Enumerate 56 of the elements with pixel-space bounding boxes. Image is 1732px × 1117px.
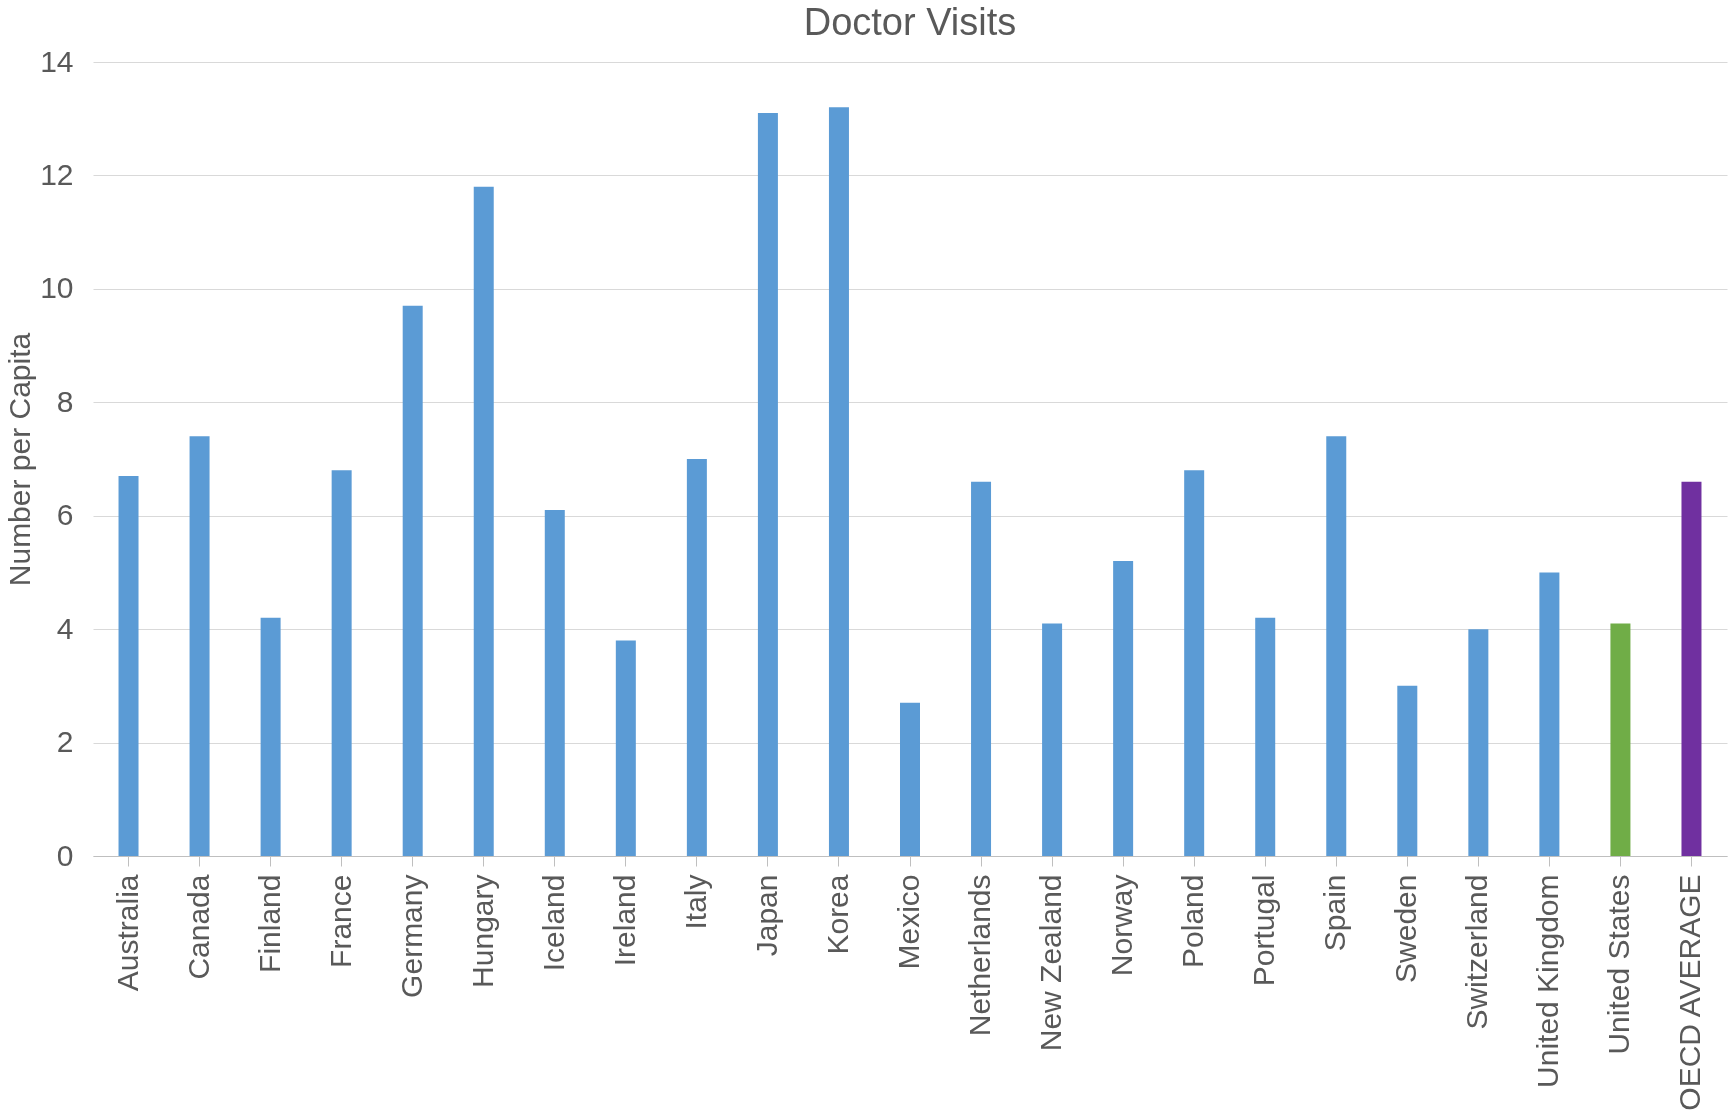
bar xyxy=(686,459,707,856)
x-tick-label: Canada xyxy=(181,874,215,980)
x-tick-label: United Kingdom xyxy=(1531,874,1565,1088)
bar xyxy=(1326,436,1347,856)
y-tick-label: 12 xyxy=(40,157,74,191)
x-tick-label: Poland xyxy=(1176,874,1210,968)
bar xyxy=(402,305,423,856)
y-tick-label: 6 xyxy=(56,498,74,532)
x-tick-label: Mexico xyxy=(892,874,925,970)
x-tick-label: United States xyxy=(1602,874,1636,1055)
x-tick-label: Australia xyxy=(110,874,144,992)
x-tick-label: Germany xyxy=(394,874,428,998)
bar xyxy=(1468,629,1489,856)
y-tick-label: 2 xyxy=(56,725,74,759)
x-tick-label: Iceland xyxy=(536,874,570,972)
x-tick-label: Spain xyxy=(1318,874,1352,952)
bar xyxy=(118,476,139,856)
x-tick-label: Ireland xyxy=(607,874,641,967)
bar xyxy=(1397,685,1418,856)
y-tick-label: 14 xyxy=(40,44,74,78)
x-tick-label: Norway xyxy=(1105,874,1139,977)
bar xyxy=(1610,623,1631,856)
y-tick-label: 10 xyxy=(40,271,74,305)
bar xyxy=(1255,617,1276,856)
x-tick-label: Sweden xyxy=(1389,874,1423,983)
bar xyxy=(1184,470,1205,856)
x-tick-label: OECD AVERAGE xyxy=(1673,874,1707,1111)
bar xyxy=(1539,572,1560,856)
y-tick-label: 8 xyxy=(56,384,74,418)
y-axis-title: Number per Capita xyxy=(3,332,37,587)
bar xyxy=(615,640,636,856)
bar xyxy=(1042,623,1063,856)
bar xyxy=(189,436,210,856)
x-tick-label: France xyxy=(323,874,357,968)
bar xyxy=(1113,561,1134,856)
bar xyxy=(971,481,992,856)
x-tick-label: Hungary xyxy=(465,874,499,988)
chart-title: Doctor Visits xyxy=(803,1,1017,43)
x-tick-label: Switzerland xyxy=(1460,874,1494,1030)
bar xyxy=(900,702,920,856)
x-tick-label: Portugal xyxy=(1247,874,1281,987)
bar xyxy=(1681,481,1702,856)
x-tick-label: Finland xyxy=(252,874,286,973)
y-tick-label: 4 xyxy=(56,611,74,645)
x-tick-label: Italy xyxy=(678,874,712,930)
bar xyxy=(473,186,494,856)
bar xyxy=(544,510,565,856)
bar xyxy=(260,617,281,856)
x-tick-label: Japan xyxy=(749,874,783,957)
y-tick-label: 0 xyxy=(56,838,74,872)
x-tick-label: Korea xyxy=(820,874,854,955)
bar xyxy=(331,470,352,856)
bar xyxy=(828,107,849,856)
x-tick-label: New Zealand xyxy=(1034,874,1068,1052)
x-tick-label: Netherlands xyxy=(963,874,997,1037)
bar xyxy=(757,113,778,856)
